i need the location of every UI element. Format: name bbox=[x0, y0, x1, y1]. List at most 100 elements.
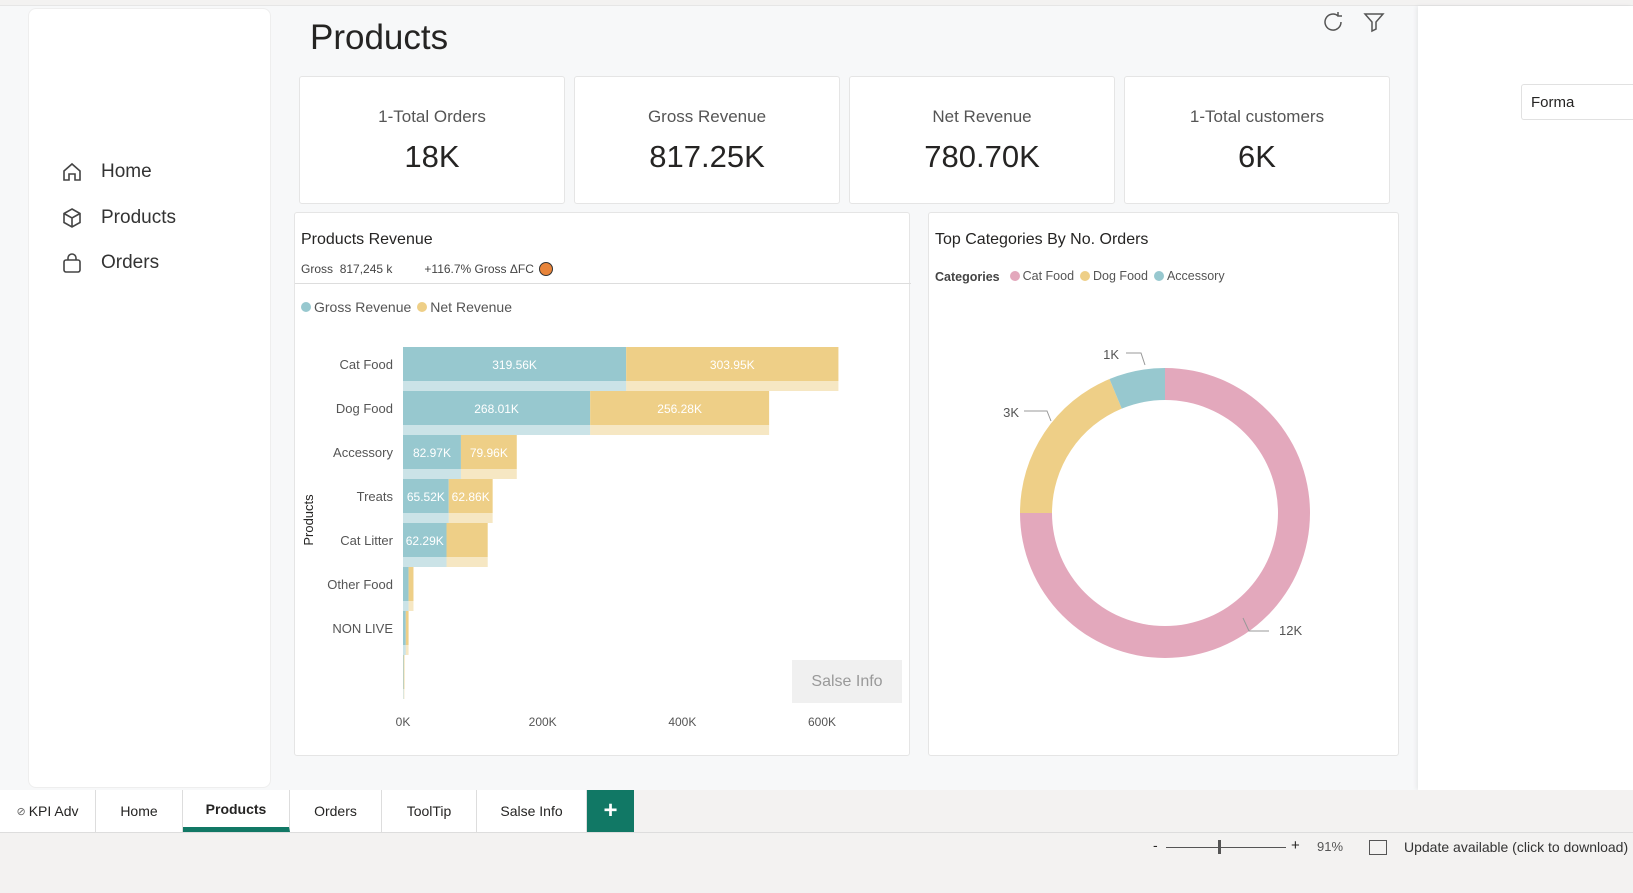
tab-products[interactable]: Products bbox=[183, 790, 290, 832]
legend-item[interactable]: Accessory bbox=[1153, 269, 1225, 283]
zoom-in-button[interactable]: + bbox=[1291, 837, 1300, 854]
bar-net bbox=[590, 391, 770, 425]
sidebar-item-home[interactable]: Home bbox=[61, 161, 152, 183]
y-tick-label: Cat Food bbox=[340, 357, 393, 372]
leader-line bbox=[1126, 352, 1146, 366]
tab-orders[interactable]: Orders bbox=[290, 790, 382, 832]
bar-ribbon bbox=[590, 425, 770, 435]
bar-ribbon bbox=[403, 689, 405, 699]
y-tick-label: Accessory bbox=[333, 445, 393, 460]
data-label: 303.95K bbox=[710, 358, 755, 372]
right-pane bbox=[1418, 6, 1633, 790]
data-label: 3K bbox=[1003, 405, 1019, 420]
bar-net bbox=[448, 479, 493, 513]
legend-item[interactable]: Cat Food bbox=[1009, 269, 1075, 283]
leader-line bbox=[1242, 617, 1269, 632]
y-tick-label: Cat Litter bbox=[340, 533, 393, 548]
sidebar-item-label: Home bbox=[101, 161, 152, 182]
bar-gross bbox=[403, 655, 404, 689]
kpi-label: Gross Revenue bbox=[647, 107, 767, 126]
legend-label: Gross Revenue bbox=[314, 299, 412, 315]
bar-net bbox=[408, 567, 414, 601]
format-pane-button[interactable]: Forma bbox=[1521, 84, 1633, 120]
y-tick-label: NON LIVE bbox=[332, 621, 393, 636]
data-label: 62.86K bbox=[452, 490, 490, 504]
tab-home[interactable]: Home bbox=[96, 790, 183, 832]
tab-kpi-adv[interactable]: ⊘ KPI Adv bbox=[0, 790, 96, 832]
data-label: 319.56K bbox=[492, 358, 537, 372]
bar-ribbon bbox=[405, 645, 409, 655]
legend-label: Net Revenue bbox=[430, 299, 512, 315]
legend-title: Categories bbox=[935, 270, 1000, 284]
kpi-value: 18K bbox=[404, 139, 460, 174]
zoom-level: 91% bbox=[1317, 839, 1344, 854]
page-tabs: ⊘ KPI Adv Home Products Orders ToolTip Sa… bbox=[0, 790, 1633, 832]
top-bar bbox=[0, 0, 1633, 6]
sidebar-item-products[interactable]: Products bbox=[61, 207, 176, 229]
donut-slice bbox=[1109, 368, 1165, 409]
kpi-value: 6K bbox=[1238, 139, 1276, 174]
bar-gross bbox=[403, 435, 461, 469]
bar-ribbon bbox=[448, 513, 493, 523]
bar-ribbon bbox=[403, 557, 447, 567]
sidebar-item-orders[interactable]: Orders bbox=[61, 252, 159, 274]
bar-ribbon bbox=[403, 645, 406, 655]
refresh-icon[interactable] bbox=[1321, 10, 1345, 34]
legend-label: Dog Food bbox=[1093, 269, 1148, 283]
legend-item[interactable]: Dog Food bbox=[1080, 269, 1148, 283]
data-label: 1K bbox=[1103, 347, 1119, 362]
x-tick-label: 200K bbox=[529, 715, 557, 729]
bar-net bbox=[626, 347, 839, 381]
legend-dot bbox=[1153, 271, 1164, 281]
hidden-eye-icon: ⊘ bbox=[16, 805, 26, 818]
x-tick-label: 600K bbox=[808, 715, 836, 729]
data-label: 79.96K bbox=[470, 446, 508, 460]
gross-delta: +116.7% Gross ΔFC bbox=[424, 262, 534, 276]
zoom-slider[interactable] bbox=[1166, 847, 1286, 848]
bar-net bbox=[405, 611, 409, 645]
bar-ribbon bbox=[408, 601, 414, 611]
categories-donut-chart: 12K 3K 1K bbox=[1003, 347, 1310, 658]
bar-ribbon bbox=[403, 601, 409, 611]
legend-dot bbox=[1009, 271, 1020, 281]
card-title: Top Categories By No. Orders bbox=[935, 231, 1149, 248]
y-axis-title: Products bbox=[301, 494, 316, 546]
zoom-slider-thumb[interactable] bbox=[1218, 840, 1221, 854]
legend-item[interactable]: Gross Revenue bbox=[301, 299, 411, 315]
legend-dot bbox=[1080, 271, 1091, 281]
top-categories-card: Top Categories By No. Orders Categories C… bbox=[928, 212, 1399, 756]
kpi-value: 817.25K bbox=[649, 139, 765, 174]
tab-salse-info[interactable]: Salse Info bbox=[477, 790, 587, 832]
bar-gross bbox=[403, 523, 447, 557]
chart-legend: Gross Revenue Net Revenue bbox=[301, 299, 518, 315]
y-tick-label: Dog Food bbox=[336, 401, 393, 416]
bar-ribbon bbox=[403, 469, 461, 479]
bar-ribbon bbox=[460, 469, 517, 479]
zoom-out-button[interactable]: - bbox=[1153, 837, 1158, 853]
status-bar: - + 91% Update available (click to downl… bbox=[0, 832, 1633, 893]
filter-icon[interactable] bbox=[1362, 10, 1386, 34]
tab-tooltip[interactable]: ToolTip bbox=[382, 790, 477, 832]
bar-ribbon bbox=[403, 689, 404, 699]
bar-ribbon bbox=[403, 513, 449, 523]
sidebar: Home Products Orders bbox=[28, 8, 271, 788]
bag-icon bbox=[63, 253, 81, 273]
legend-item[interactable]: Net Revenue bbox=[417, 299, 512, 315]
x-tick-label: 400K bbox=[668, 715, 696, 729]
bar-gross bbox=[403, 611, 406, 645]
page-title: Products bbox=[310, 18, 449, 57]
bar-net bbox=[446, 523, 488, 557]
gross-summary: Gross 817,245 k +116.7% Gross ΔFC bbox=[301, 262, 553, 276]
kpi-label: 1-Total customers bbox=[1189, 107, 1325, 126]
salse-info-button[interactable]: Salse Info bbox=[792, 660, 902, 703]
fit-to-page-icon[interactable] bbox=[1369, 840, 1387, 855]
tab-label: KPI Adv bbox=[28, 803, 79, 819]
kpi-card-total-orders: 1-Total Orders 18K bbox=[299, 76, 565, 204]
add-page-button[interactable]: + bbox=[587, 790, 634, 832]
legend-label: Cat Food bbox=[1022, 269, 1075, 283]
x-tick-label: 0K bbox=[396, 715, 411, 729]
kpi-card-net-revenue: Net Revenue 780.70K bbox=[849, 76, 1115, 204]
update-available-link[interactable]: Update available (click to download) bbox=[1404, 839, 1629, 855]
legend-dot bbox=[301, 302, 311, 312]
data-label: 268.01K bbox=[474, 402, 519, 416]
